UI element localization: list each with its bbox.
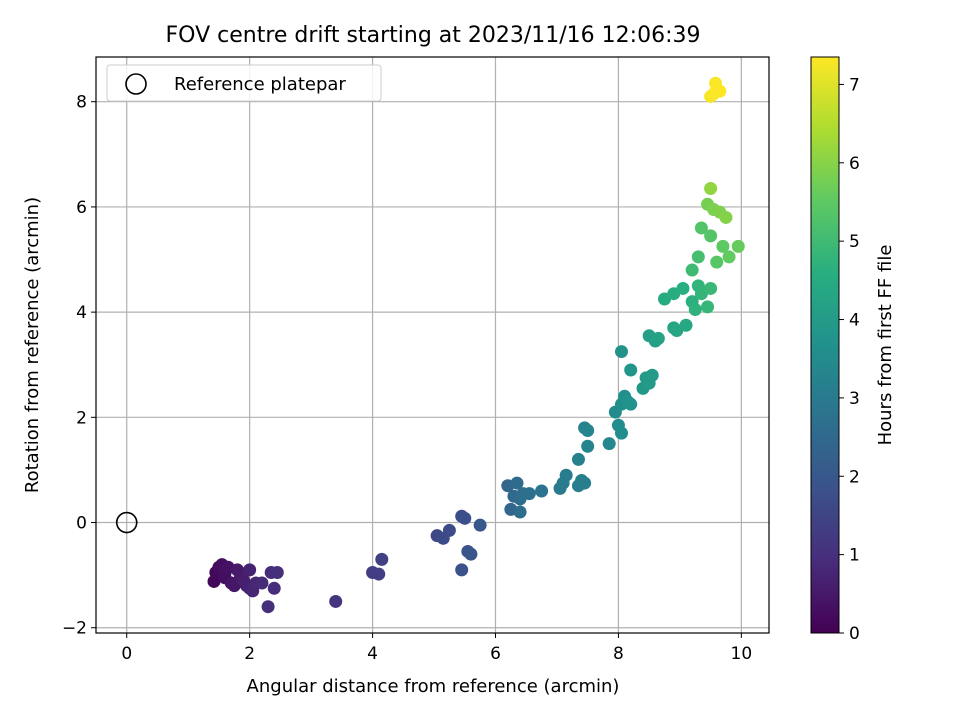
x-tick-label: 6	[490, 644, 501, 664]
y-tick-label: 8	[76, 93, 87, 113]
x-tick-label: 0	[121, 644, 132, 664]
scatter-point	[270, 566, 284, 580]
scatter-point	[581, 423, 595, 437]
scatter-point	[645, 368, 659, 382]
scatter-point	[614, 345, 628, 359]
scatter-point	[602, 437, 616, 451]
scatter-point	[571, 452, 585, 466]
scatter-point	[510, 476, 524, 490]
scatter-point	[716, 239, 730, 253]
y-tick-label: 2	[76, 408, 87, 428]
scatter-point	[372, 567, 386, 581]
scatter-point	[694, 221, 708, 235]
legend-reference-marker	[125, 73, 147, 95]
scatter-point	[704, 229, 718, 243]
x-tick-label: 10	[731, 644, 753, 664]
scatter-point	[535, 484, 549, 498]
scatter-point	[722, 250, 736, 264]
y-axis-label: Rotation from reference (arcmin)	[22, 197, 43, 493]
chart-title: FOV centre drift starting at 2023/11/16 …	[166, 23, 701, 48]
grid	[96, 57, 769, 633]
y-axis-ticks: −2 0 2 4 6 8	[62, 93, 96, 639]
scatter-point	[329, 594, 343, 608]
colorbar-tick-label: 4	[849, 311, 860, 331]
reference-platepar-marker	[115, 511, 138, 534]
scatter-point	[688, 302, 702, 316]
scatter-point	[375, 552, 389, 566]
scatter-point	[710, 255, 724, 269]
colorbar-tick-label: 3	[849, 389, 860, 409]
scatter-point	[704, 182, 718, 196]
colorbar-tick-label: 0	[849, 624, 860, 644]
reference-marker-layer	[115, 511, 138, 534]
colorbar-tick-label: 2	[849, 467, 860, 487]
scatter-point	[513, 505, 527, 519]
scatter-point	[458, 511, 472, 525]
scatter-point	[691, 250, 705, 264]
scatter-point	[731, 239, 745, 253]
scatter-point	[614, 426, 628, 440]
plot-frame	[95, 56, 770, 634]
y-tick-label: 4	[76, 303, 87, 323]
scatter-point	[707, 87, 721, 101]
scatter-point	[651, 331, 665, 345]
scatter-point	[581, 439, 595, 453]
scatter-points	[207, 76, 745, 614]
scatter-point	[701, 300, 715, 314]
x-tick-label: 4	[367, 644, 378, 664]
colorbar-tick-label: 7	[849, 75, 860, 95]
scatter-point	[261, 600, 275, 614]
scatter-point	[679, 318, 693, 332]
scatter-point	[676, 281, 690, 295]
scatter-point	[267, 581, 281, 595]
x-axis-label: Angular distance from reference (arcmin)	[247, 676, 620, 697]
scatter-point	[464, 547, 478, 561]
scatter-point	[473, 518, 487, 532]
scatter-point	[442, 523, 456, 537]
scatter-point	[578, 476, 592, 490]
legend-entry-reference: Reference platepar	[174, 74, 346, 95]
scatter-point	[559, 468, 573, 482]
scatter-point	[719, 210, 733, 224]
scatter-point	[522, 487, 536, 501]
colorbar-tick-label: 6	[849, 154, 860, 174]
scatter-point	[704, 281, 718, 295]
colorbar: 0 1 2 3 4 5 6 7 Hours from first FF file	[810, 56, 896, 644]
scatter-point	[685, 263, 699, 277]
legend-box	[106, 64, 382, 102]
y-tick-label: 0	[76, 514, 87, 534]
colorbar-tick-label: 1	[849, 546, 860, 566]
scatter-point	[624, 397, 638, 411]
legend: Reference platepar	[106, 64, 382, 102]
x-tick-label: 8	[613, 644, 624, 664]
colorbar-ticks: 0 1 2 3 4 5 6 7	[839, 75, 860, 644]
colorbar-tick-label: 5	[849, 232, 860, 252]
y-tick-label: −2	[62, 619, 87, 639]
scatter-point	[624, 363, 638, 377]
x-axis-ticks: 0 2 4 6 8 10	[121, 633, 752, 664]
scatter-point	[455, 563, 469, 577]
scatter-point	[255, 576, 269, 590]
colorbar-gradient	[810, 56, 840, 634]
scatter-point	[243, 563, 257, 577]
colorbar-label: Hours from first FF file	[875, 245, 896, 446]
x-tick-label: 2	[244, 644, 255, 664]
y-tick-label: 6	[76, 198, 87, 218]
